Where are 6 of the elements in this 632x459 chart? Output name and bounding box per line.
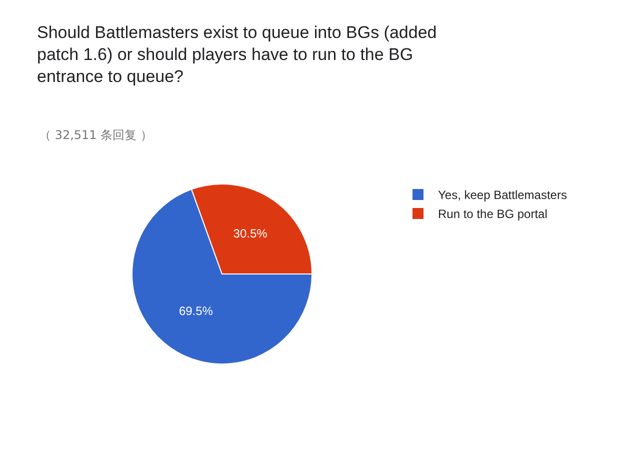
- data-label: 69.5%: [178, 304, 214, 318]
- chart-subtitle: （ 32,511 条回复 ）: [39, 128, 152, 142]
- legend-label: Run to the BG portal: [438, 207, 548, 222]
- chart-title: Should Battlemasters exist to queue into BGs (added patch 1.6) or should players have to run to the BG entrance to queue?: [37, 23, 437, 86]
- legend-label: Yes, keep Battlemasters: [438, 188, 567, 202]
- data-label: 30.5%: [233, 226, 268, 240]
